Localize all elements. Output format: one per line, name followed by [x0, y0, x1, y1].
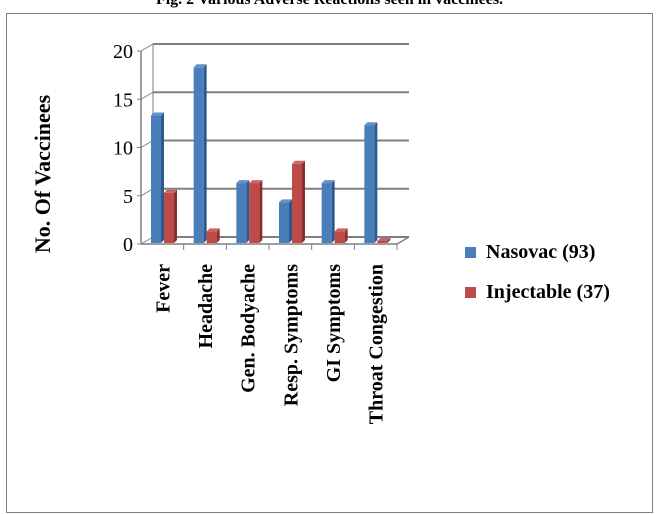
gridline-side: [140, 43, 154, 52]
chart-frame: 0 5 10 15 20 Fever Headache Gen. Bodyache Resp.…: [6, 13, 653, 513]
bar-side: [331, 180, 335, 243]
legend-label-injectable: Injectable (37): [486, 280, 610, 303]
y-tick-labels: 0 5 10 15 20: [113, 41, 133, 256]
legend-label-nasovac: Nasovac (93): [486, 240, 596, 263]
x-tick-label: GI Symptoms: [323, 264, 345, 383]
bar-top: [377, 238, 391, 241]
bar: [292, 160, 305, 243]
x-tick-label: Resp. Symptoms: [280, 264, 302, 406]
bar: [249, 180, 263, 243]
bar: [151, 112, 164, 243]
figure-caption: Fig. 2 Various Adverse Reactions seen in…: [0, 0, 659, 9]
bar: [364, 122, 378, 243]
bar-side: [174, 189, 177, 243]
bar-front: [334, 231, 345, 243]
y-tick-label: 15: [113, 89, 133, 111]
bar-front: [279, 202, 289, 243]
axes: [137, 44, 410, 250]
y-tick-label: 10: [113, 138, 133, 160]
bar-front: [151, 115, 161, 243]
y-tick-label: 20: [113, 41, 133, 63]
bar-top: [334, 228, 348, 232]
y-tick-label: 0: [123, 234, 133, 256]
x-tick-labels: Fever Headache Gen. Bodyache Resp. Symptoms…: [152, 264, 387, 424]
bar-front: [164, 192, 174, 243]
legend-item-injectable: Injectable (37): [465, 272, 610, 312]
bar-side: [161, 112, 164, 243]
legend: Nasovac (93) Injectable (37): [465, 232, 610, 312]
floor-edge: [396, 236, 410, 245]
legend-item-nasovac: Nasovac (93): [465, 232, 610, 272]
x-tick-label: Throat Congestion: [366, 264, 388, 424]
bar-top: [236, 180, 250, 184]
bar-front: [292, 163, 302, 243]
legend-swatch-nasovac: [465, 246, 476, 258]
bar-side: [302, 160, 305, 243]
bar-top: [193, 64, 207, 68]
y-axis-title-text: No. Of Vaccinees: [30, 94, 56, 254]
bar-top: [279, 199, 292, 203]
bar-top: [164, 189, 177, 193]
bar-front: [193, 67, 204, 243]
bar-side: [246, 180, 250, 243]
x-tick-label: Fever: [152, 264, 174, 313]
bar-front: [364, 125, 375, 243]
bar-chart: 0 5 10 15 20 Fever Headache Gen. Bodyache Resp.…: [113, 41, 410, 424]
bar-top: [249, 180, 263, 184]
bar-top: [206, 228, 220, 232]
x-tick-label: Headache: [195, 264, 217, 349]
bar-front: [377, 241, 388, 243]
bar-front: [321, 183, 332, 243]
bar-top: [321, 180, 335, 184]
x-tick-label: Gen. Bodyache: [238, 264, 260, 393]
bar-front: [236, 183, 247, 243]
bar: [206, 228, 220, 243]
gridline-side: [140, 91, 154, 100]
bar-side: [289, 199, 292, 243]
bar-front: [249, 183, 260, 243]
bar-side: [216, 228, 220, 243]
y-axis-title: No. Of Vaccinees: [15, 54, 71, 294]
bar: [236, 180, 250, 243]
bar-top: [364, 122, 378, 126]
bar: [377, 238, 391, 243]
bar: [321, 180, 335, 243]
bar-front: [206, 231, 217, 243]
bar-side: [374, 122, 378, 243]
bar-side: [203, 64, 207, 243]
y-tick-label: 5: [123, 186, 133, 208]
bar-side: [344, 228, 348, 243]
legend-swatch-injectable: [465, 286, 476, 298]
bars: [151, 64, 391, 243]
bar-top: [151, 112, 164, 116]
bar: [193, 64, 207, 243]
bar-side: [387, 238, 391, 243]
bar-side: [259, 180, 263, 243]
bar: [164, 189, 177, 243]
bar: [334, 228, 348, 243]
bar-top: [292, 160, 305, 164]
bar: [279, 199, 292, 243]
